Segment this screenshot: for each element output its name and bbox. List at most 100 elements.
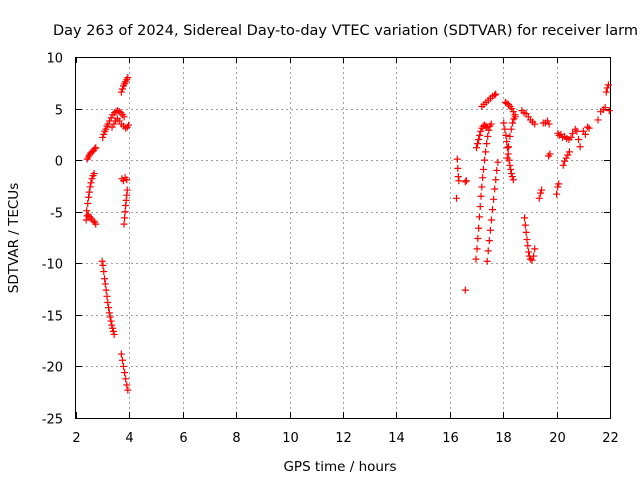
data-point [123,186,131,194]
data-point [555,180,563,188]
data-point [117,350,125,358]
data-point [99,261,107,269]
data-point [117,88,125,96]
data-point [101,275,109,283]
data-point [507,165,515,173]
data-point [98,257,106,265]
data-point [505,143,513,151]
data-point [84,199,92,207]
data-point [115,108,123,116]
x-tick-label: 8 [232,431,240,446]
data-point [110,120,118,128]
data-point [90,170,98,178]
data-point [452,194,460,202]
grid [76,57,610,418]
data-point [483,257,491,265]
data-point [483,123,491,131]
data-point [476,203,484,211]
y-tick-labels: -25 -20 -15 -10 -5 0 5 10 [42,52,63,428]
data-point [503,154,511,162]
x-tick-label: 14 [388,431,405,446]
data-point [107,114,115,122]
data-point [500,119,508,127]
data-point [482,122,490,130]
data-point [491,91,499,99]
data-point [506,132,514,140]
data-point [562,154,570,162]
data-point [492,90,500,98]
data-point [455,177,463,185]
data-point [603,84,611,92]
data-point [503,138,511,146]
data-point [120,177,128,185]
data-point [530,252,538,260]
data-point [546,150,554,158]
data-point [485,237,493,245]
data-point [123,176,131,184]
data-point [92,144,100,152]
data-point [99,133,107,141]
data-point [604,81,612,89]
data-point [521,214,529,222]
data-point [503,144,511,152]
axis-ticks [76,57,611,419]
data-point [477,192,485,200]
data-point [574,136,582,144]
data-point [122,375,130,383]
x-tick-label: 18 [495,431,512,446]
data-point [83,207,91,215]
data-point [487,120,495,128]
data-point [475,213,483,221]
data-point [605,107,613,115]
data-point [557,130,565,138]
data-point [453,155,461,163]
data-point [522,228,530,236]
data-point [567,133,575,141]
data-point [106,313,114,321]
data-point [544,117,552,125]
data-point [503,99,511,107]
x-tick-label: 6 [179,431,187,446]
data-point [486,226,494,234]
data-point [521,221,529,229]
data-point [87,179,95,187]
data-point [122,124,130,132]
x-tick-label: 2 [72,431,80,446]
data-points [82,74,613,394]
data-point [118,85,126,93]
data-point [102,286,110,294]
data-point [478,183,486,191]
data-point [504,150,512,158]
data-point [509,108,517,116]
data-point [485,126,493,134]
data-point [121,208,129,216]
data-point [576,143,584,151]
y-tick-label: 5 [55,104,63,119]
data-point [110,330,118,338]
x-tick-labels: 2 4 6 8 10 12 14 16 18 20 22 [72,431,618,446]
data-point [104,298,112,306]
data-point [474,235,482,243]
data-point [85,193,93,201]
data-point [462,177,470,185]
data-point [454,164,462,172]
data-point [585,124,593,132]
data-point [502,131,510,139]
data-point [92,220,100,228]
data-point [581,130,589,138]
data-point [476,131,484,139]
data-point [82,216,90,224]
y-axis-label: SDTVAR / TECUs [6,183,22,293]
data-point [104,120,112,128]
data-point [487,216,495,224]
data-point [109,324,117,332]
data-point [105,309,113,317]
data-point [91,145,99,153]
data-point [554,183,562,191]
data-point [121,214,129,222]
y-tick-label: -5 [50,207,63,222]
data-point [473,245,481,253]
data-point [461,178,469,186]
data-point [507,170,515,178]
